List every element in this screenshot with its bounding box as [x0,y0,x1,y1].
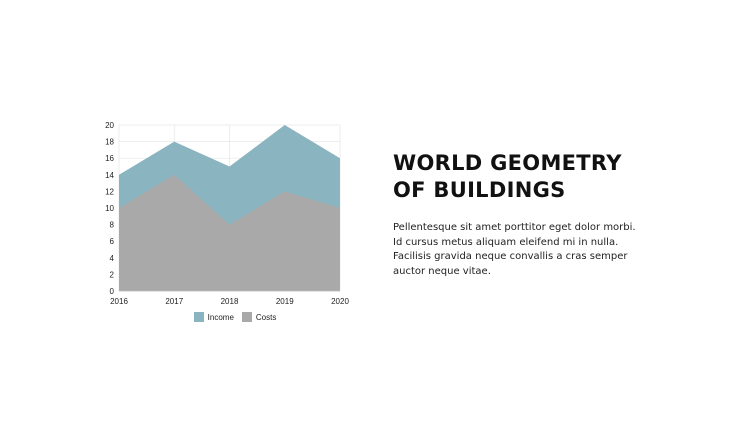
y-tick-label-4: 8 [110,221,115,230]
legend-swatch-costs [241,312,252,322]
area-series-costs [119,174,340,291]
legend-label-costs: Costs [255,312,277,322]
slide-body-line-2: Id cursus metus aliquam eleifend mi in n… [393,236,619,248]
x-tick-label-3: 2019 [276,297,294,306]
x-tick-label-4: 2020 [331,297,349,306]
slide-body-line-4: auctor neque vitae. [393,265,491,277]
legend-item-costs: Costs [241,312,277,322]
area-chart: 0 2 4 6 8 10 12 14 16 18 20 2016 2017 2018 2019 2020 In… [100,115,360,330]
chart-legend: Income Costs [100,312,370,322]
chart-canvas: 0 2 4 6 8 10 12 14 16 18 20 2016 2017 2018 2019 2020 [105,121,349,306]
y-tick-label-5: 10 [105,204,114,213]
slide-body-line-1: Pellentesque sit amet porttitor eget dol… [393,222,636,233]
y-tick-label-1: 2 [110,270,115,279]
x-tick-label-0: 2016 [110,297,128,306]
x-tick-label-2: 2018 [221,297,239,306]
y-tick-label-0: 0 [110,287,115,296]
y-tick-label-9: 18 [105,138,114,147]
slide-body: Pellentesque sit amet porttitor eget dol… [393,221,668,279]
slide-body-line-3: Facilisis gravida neque convallis a cras… [393,251,628,262]
legend-swatch-income [193,312,204,322]
y-tick-label-6: 12 [105,187,114,196]
y-tick-label-10: 20 [105,121,114,130]
x-tick-label-1: 2017 [165,297,183,306]
y-tick-label-8: 16 [105,154,114,163]
y-tick-label-2: 4 [110,254,115,263]
slide-title-line-2: OF BUILDINGS [393,178,566,202]
legend-item-income: Income [193,312,234,322]
y-tick-label-3: 6 [110,237,115,246]
slide-title-line-1: WORLD GEOMETRY [393,151,622,175]
slide-title: WORLD GEOMETRY OF BUILDINGS [393,150,693,204]
legend-label-income: Income [207,312,234,322]
y-tick-label-7: 14 [105,171,114,180]
